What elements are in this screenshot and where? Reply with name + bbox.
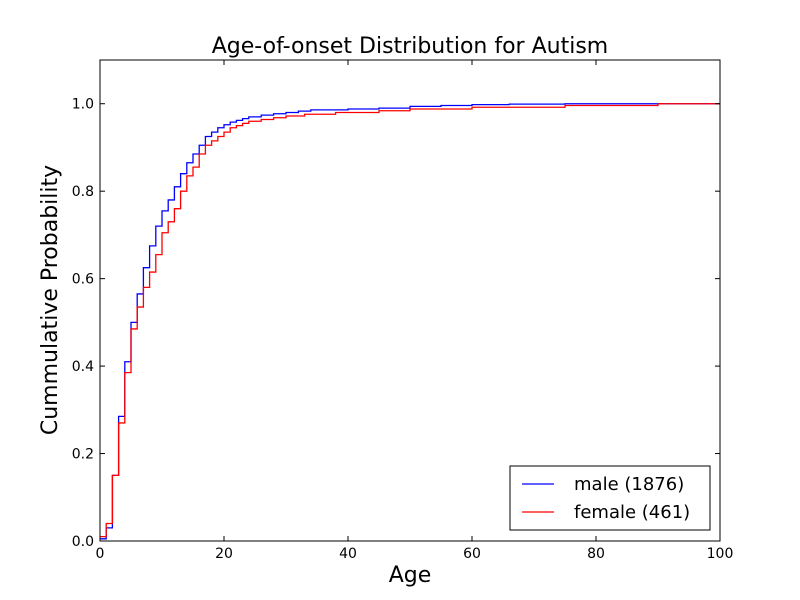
x-tick-label: 80 xyxy=(587,546,605,562)
x-tick-label: 20 xyxy=(215,546,233,562)
plot-frame xyxy=(99,59,721,542)
x-tick-label: 40 xyxy=(339,546,357,562)
x-axis-title: Age xyxy=(389,563,432,588)
y-tick-label: 1.0 xyxy=(72,97,94,113)
x-tick-label: 100 xyxy=(707,546,734,562)
series-line-male xyxy=(100,103,720,540)
x-tick-label: 0 xyxy=(96,546,105,562)
x-tick-label: 60 xyxy=(463,546,481,562)
y-tick-label: 0.6 xyxy=(72,272,94,288)
series-layer xyxy=(100,103,720,540)
y-tick-label: 0.4 xyxy=(72,359,94,375)
y-tick-label: 0.8 xyxy=(72,184,94,200)
legend-label: female (461) xyxy=(574,502,690,523)
y-axis-title: Cummulative Probability xyxy=(38,165,63,435)
y-tick-label: 0.2 xyxy=(72,447,94,463)
y-axis: 0.0 0.2 0.4 0.6 0.8 1.0 xyxy=(72,97,720,550)
series-line-female xyxy=(100,103,720,538)
chart-title: Age-of-onset Distribution for Autism xyxy=(212,34,608,59)
y-tick-label: 0.0 xyxy=(72,534,94,550)
legend: male (1876) female (461) xyxy=(509,465,711,531)
legend-label: male (1876) xyxy=(574,474,684,495)
x-axis: 0 20 40 60 80 100 xyxy=(96,60,734,562)
legend-box xyxy=(509,465,711,531)
